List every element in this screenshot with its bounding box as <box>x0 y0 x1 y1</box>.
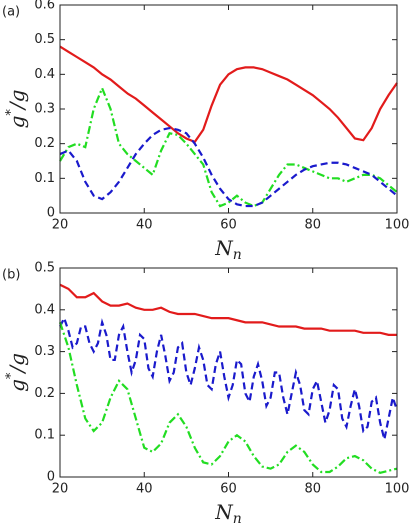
y-label-rest: /g <box>5 90 29 112</box>
y-tick-label: 0.3 <box>34 102 55 117</box>
x-label-main: N <box>214 236 234 260</box>
panel-label: (b) <box>2 268 20 283</box>
data-line <box>59 126 398 208</box>
y-tick-label: 0.1 <box>34 428 55 443</box>
y-tick-label: 0.2 <box>34 386 55 401</box>
y-tick-label: 0.2 <box>34 136 55 151</box>
y-tick-label: 0.4 <box>34 67 55 82</box>
y-label-sup: * <box>4 372 19 379</box>
panel: (a) 0 0.1 0.2 0.3 0.4 0.5 0.6 20 40 60 80 100 Nn g*/g <box>2 0 409 263</box>
data-line <box>59 315 399 440</box>
y-tick-label: 0.6 <box>34 0 55 13</box>
x-label-sub: n <box>233 511 242 527</box>
x-tick-label: 60 <box>220 218 237 233</box>
y-label-rest: /g <box>5 353 29 375</box>
x-tick-label: 100 <box>385 218 409 233</box>
plot-frame <box>59 267 398 478</box>
data-line <box>59 45 398 144</box>
y-label-main: g <box>5 379 29 392</box>
x-axis-label: Nn <box>214 236 242 264</box>
y-axis-label: g*/g <box>4 353 29 392</box>
y-label-sup: * <box>4 109 19 116</box>
x-tick-label: 100 <box>385 482 409 497</box>
data-line <box>59 85 398 208</box>
y-tick-label: 0.4 <box>34 302 55 317</box>
x-label-main: N <box>214 500 234 524</box>
panel: (b) 0 0.1 0.2 0.3 0.4 0.5 20 40 60 80 100 Nn g*/g <box>2 261 409 527</box>
x-axis-label: Nn <box>214 500 242 527</box>
data-line <box>58 321 398 474</box>
x-label-sub: n <box>233 247 242 263</box>
x-tick-label: 40 <box>136 218 153 233</box>
y-axis-label: g*/g <box>4 90 29 129</box>
x-tick-label: 40 <box>136 482 153 497</box>
y-tick-label: 0.1 <box>34 171 55 186</box>
y-tick-label: 0 <box>47 206 55 221</box>
y-tick-label: 0 <box>47 470 55 485</box>
x-tick-label: 80 <box>304 482 321 497</box>
x-tick-label: 80 <box>304 218 321 233</box>
y-tick-label: 0.5 <box>34 261 55 276</box>
y-label-main: g <box>5 116 29 129</box>
y-tick-label: 0.5 <box>34 32 55 47</box>
x-tick-label: 20 <box>52 482 69 497</box>
y-tick-label: 0.3 <box>34 344 55 359</box>
panel-label: (a) <box>2 5 20 20</box>
x-tick-label: 60 <box>220 482 237 497</box>
data-line <box>59 283 397 336</box>
x-tick-label: 20 <box>52 218 69 233</box>
